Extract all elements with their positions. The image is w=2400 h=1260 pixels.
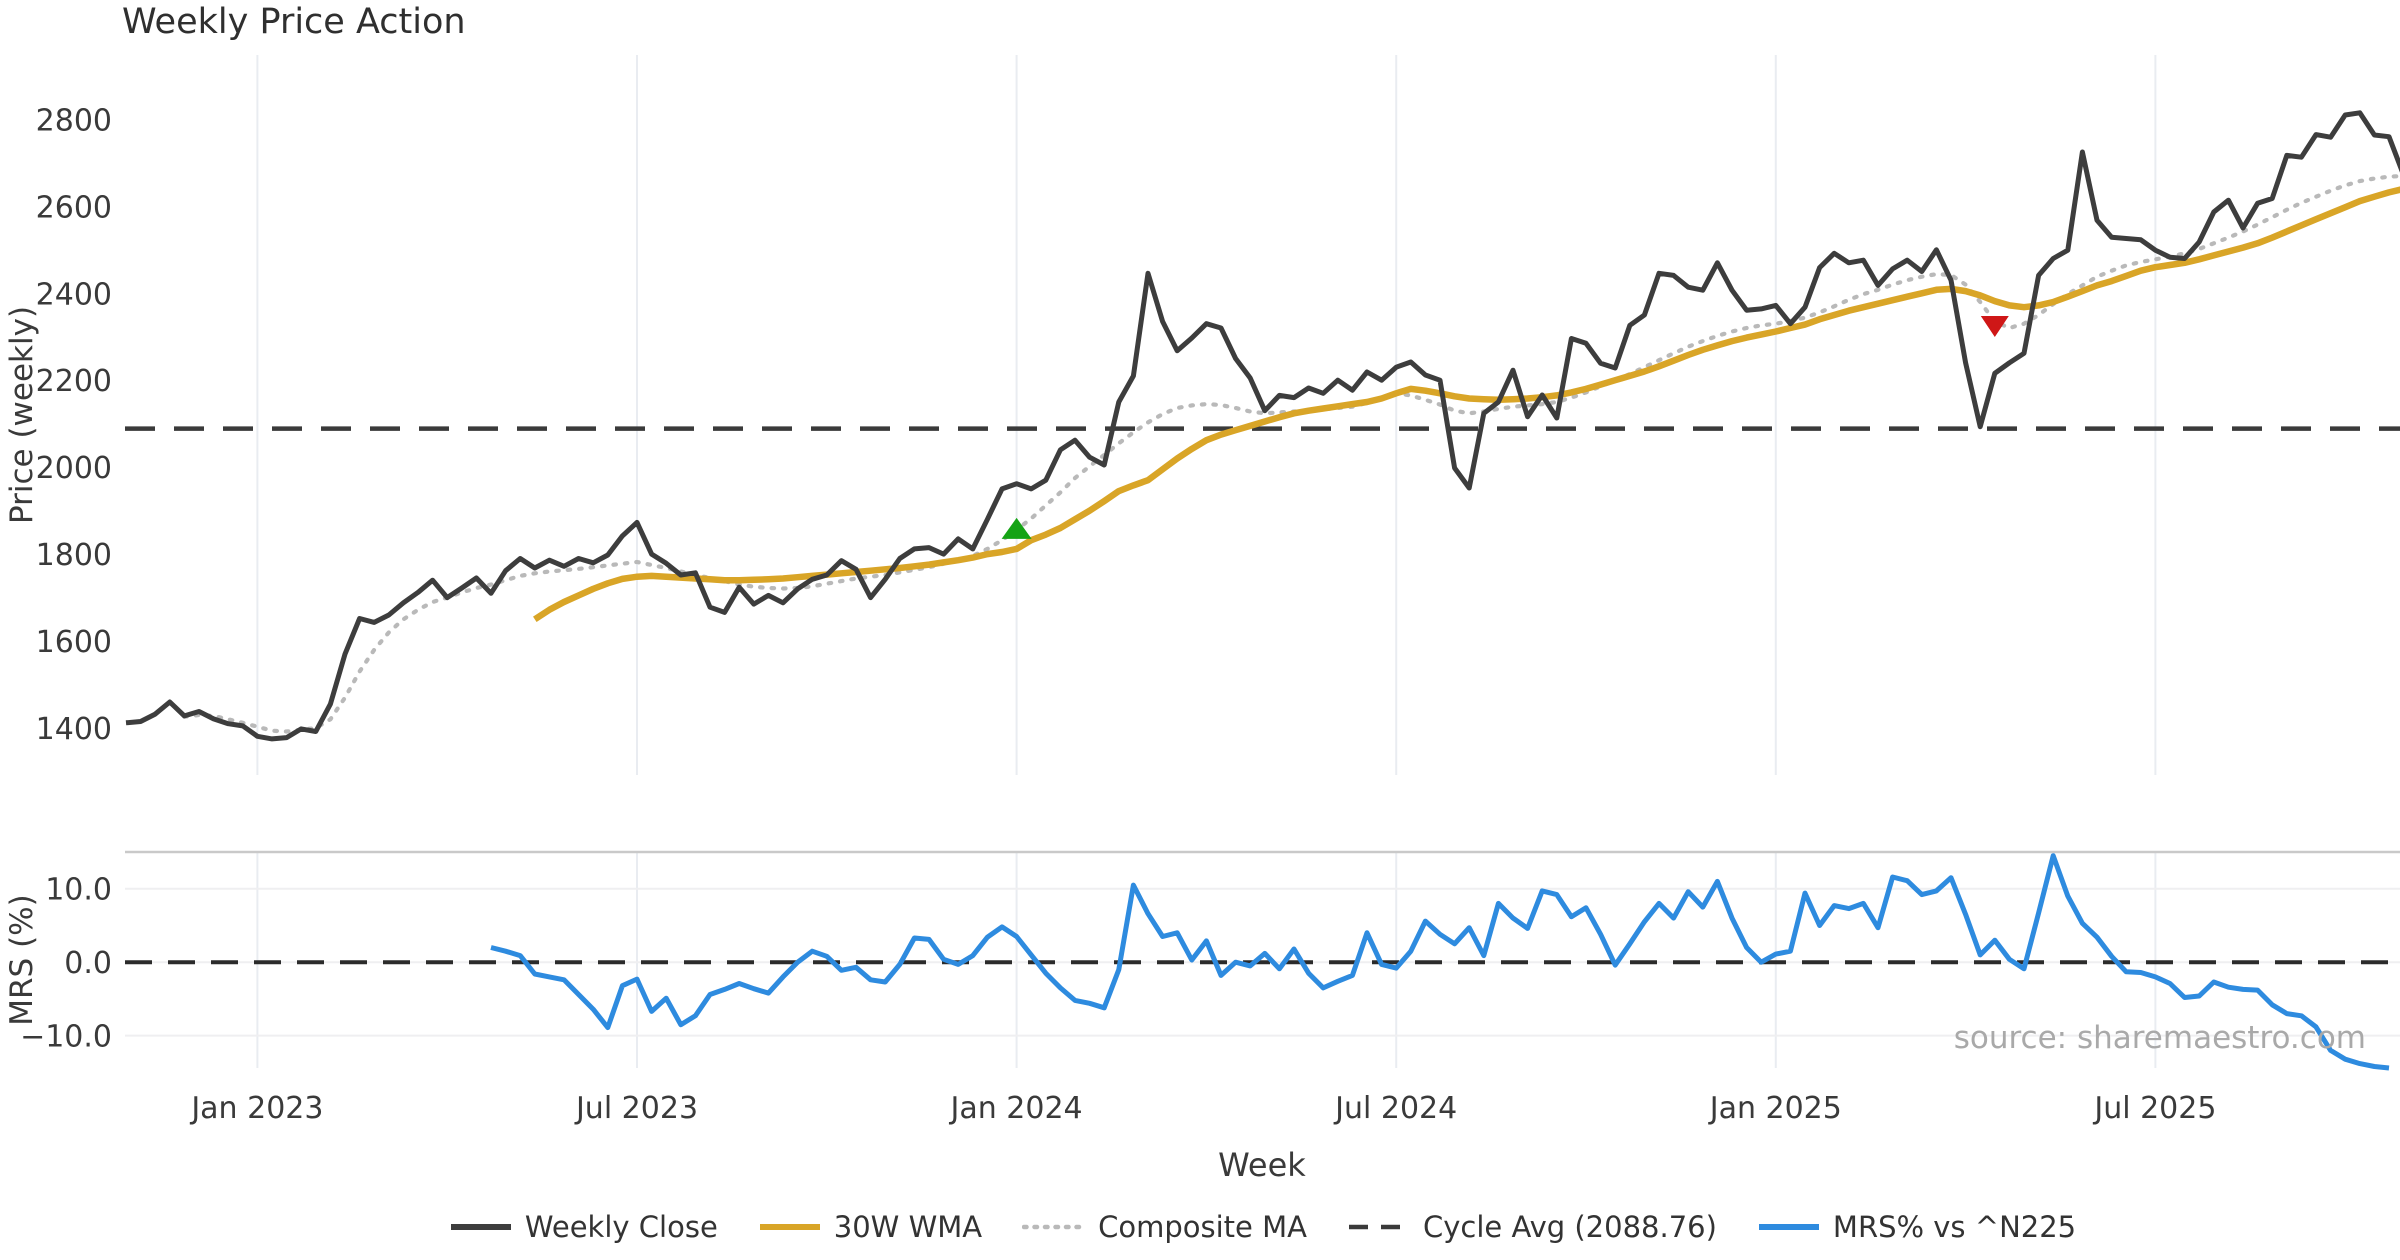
legend-line-sample-icon xyxy=(1758,1224,1819,1230)
price-ytick: 2200 xyxy=(36,364,112,399)
legend-line-sample-icon xyxy=(759,1224,820,1230)
chart-title: Weekly Price Action xyxy=(122,2,466,42)
x-tick: Jul 2023 xyxy=(574,1091,698,1126)
price-ytick: 2800 xyxy=(36,103,112,138)
mrs-line xyxy=(490,853,2390,1071)
reference-lines xyxy=(125,426,2400,965)
legend-item: Weekly Close xyxy=(449,1210,718,1244)
legend-label: Composite MA xyxy=(1098,1210,1307,1244)
legend-label: Weekly Close xyxy=(524,1210,718,1244)
weekly-close-line xyxy=(125,110,2400,742)
legend-line-sample-icon xyxy=(450,1224,511,1230)
x-tick: Jul 2024 xyxy=(1333,1091,1457,1126)
legend-item: MRS% vs ^N225 xyxy=(1757,1210,2076,1244)
price-ytick: 1600 xyxy=(36,625,112,660)
gridlines xyxy=(125,55,2400,1068)
composite-ma-line xyxy=(182,173,2400,734)
legend-item: Composite MA xyxy=(1022,1210,1307,1244)
legend-item: 30W WMA xyxy=(758,1210,982,1244)
legend-line-sample-icon xyxy=(1022,1224,1087,1230)
price-ytick: 2000 xyxy=(36,451,112,486)
source-watermark: source: sharemaestro.com xyxy=(1953,1020,2366,1056)
chart-legend: Weekly Close 30W WMA Composite MA Cycle Avg… xyxy=(125,1210,2400,1244)
x-tick: Jul 2025 xyxy=(2092,1091,2216,1126)
x-axis-label: Week xyxy=(1218,1146,1306,1184)
x-tick: Jan 2025 xyxy=(1708,1091,1842,1126)
composite-ma-line xyxy=(182,173,2400,734)
weekly-close-line xyxy=(125,110,2400,742)
price-ytick: 1800 xyxy=(36,538,112,573)
mrs-ytick: −10.0 xyxy=(20,1020,112,1055)
legend-item: Cycle Avg (2088.76) xyxy=(1347,1210,1717,1244)
buy-signal-icon xyxy=(1001,517,1032,539)
mrs-axis-label: MRS (%) xyxy=(4,894,40,1026)
x-tick: Jan 2024 xyxy=(949,1091,1083,1126)
wma30-line xyxy=(533,186,2400,623)
legend-line-sample-icon xyxy=(1348,1224,1409,1230)
legend-label: Cycle Avg (2088.76) xyxy=(1422,1210,1717,1244)
signal-markers xyxy=(1001,316,2009,539)
price-ytick: 1400 xyxy=(36,712,112,747)
legend-label: 30W WMA xyxy=(833,1210,983,1244)
x-tick: Jan 2023 xyxy=(189,1091,323,1126)
price-axis-label: Price (weekly) xyxy=(4,305,40,525)
wma30-line xyxy=(533,186,2400,623)
sell-signal-icon xyxy=(1980,316,2009,337)
mrs-ytick: 0.0 xyxy=(64,946,112,981)
price-ytick: 2400 xyxy=(36,277,112,312)
mrs-ytick: 10.0 xyxy=(45,873,112,908)
price-ytick: 2600 xyxy=(36,190,112,225)
tick-labels: 1400 1600 1800 2000 2200 2400 2600 2800 −10.0 0.0… xyxy=(20,103,2216,1126)
legend-label: MRS% vs ^N225 xyxy=(1832,1210,2077,1244)
mrs-line xyxy=(490,853,2390,1071)
